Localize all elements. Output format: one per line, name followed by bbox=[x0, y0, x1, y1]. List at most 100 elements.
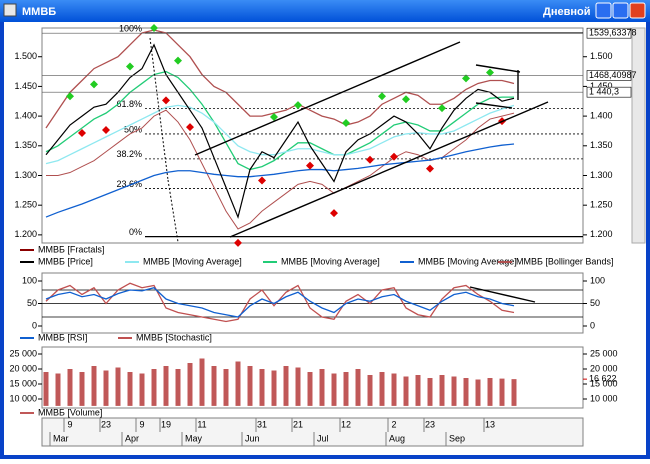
fibonacci-label: 100% bbox=[119, 23, 142, 33]
volume-bar bbox=[271, 370, 277, 406]
volume-bar bbox=[415, 375, 421, 406]
legend-label: ММВБ [Moving Average] bbox=[143, 256, 242, 266]
volume-bar bbox=[367, 375, 373, 406]
month-label: Sep bbox=[449, 433, 465, 443]
volume-bar bbox=[55, 373, 61, 406]
y-tick-label: 1.450 bbox=[14, 81, 37, 91]
volume-bar bbox=[355, 369, 361, 406]
y-tick-label: 1.250 bbox=[14, 200, 37, 210]
fractal-marker bbox=[174, 56, 182, 65]
x-tick-label: 2 bbox=[391, 419, 396, 429]
legend-label: ММВБ [RSI] bbox=[38, 332, 87, 342]
volume-bar bbox=[511, 379, 517, 406]
y-tick-label: 0 bbox=[32, 320, 37, 330]
month-label: Jul bbox=[317, 433, 329, 443]
fractal-marker bbox=[486, 68, 494, 77]
volume-bar bbox=[343, 372, 349, 406]
volume-bar bbox=[379, 372, 385, 406]
volume-bar bbox=[283, 366, 289, 406]
price-tag-label: 16 622 bbox=[589, 374, 617, 384]
legend-label: ММВБ [Moving Average] bbox=[418, 256, 517, 266]
fractal-marker bbox=[66, 92, 74, 101]
y-tick-label: 20 000 bbox=[590, 363, 618, 373]
price-tag bbox=[586, 86, 632, 98]
volume-bar bbox=[463, 378, 469, 406]
legend-label: ММВБ [Price] bbox=[38, 256, 93, 266]
series-line bbox=[45, 143, 515, 218]
legend-label: ММВБ [Volume] bbox=[38, 407, 102, 417]
y-tick-label: 20 000 bbox=[9, 363, 37, 373]
month-label: Mar bbox=[53, 433, 69, 443]
y-tick-label: 100 bbox=[22, 275, 37, 285]
price-tag bbox=[586, 70, 632, 81]
volume-bar bbox=[91, 366, 97, 406]
scrollbar[interactable] bbox=[631, 27, 646, 244]
y-tick-label: 0 bbox=[590, 320, 595, 330]
title-bar bbox=[0, 0, 650, 22]
fractal-marker bbox=[330, 209, 338, 218]
trend-line bbox=[469, 286, 536, 303]
y-tick-label: 1.200 bbox=[14, 229, 37, 239]
volume-bar bbox=[487, 378, 493, 406]
fractal-marker bbox=[438, 104, 446, 113]
y-tick-label: 15 000 bbox=[9, 378, 37, 388]
x-tick-label: 31 bbox=[257, 419, 267, 429]
close-button[interactable] bbox=[629, 2, 646, 19]
fibonacci-label: 38.2% bbox=[116, 149, 142, 159]
volume-bar bbox=[439, 375, 445, 406]
month-label: Aug bbox=[389, 433, 405, 443]
volume-bar bbox=[211, 366, 217, 406]
month-label: Jun bbox=[245, 433, 260, 443]
fractal-marker bbox=[258, 176, 266, 185]
volume-bar bbox=[43, 372, 49, 406]
series-line bbox=[45, 70, 514, 171]
x-tick-label: 23 bbox=[101, 419, 111, 429]
series-line bbox=[45, 104, 515, 165]
volume-bar bbox=[175, 369, 181, 406]
y-tick-label: 50 bbox=[590, 298, 600, 308]
fibonacci-label: 50% bbox=[124, 124, 142, 134]
x-tick-label: 19 bbox=[161, 419, 171, 429]
client-area bbox=[4, 22, 646, 455]
legend-label: ММВБ [Fractals] bbox=[38, 244, 104, 254]
legend-label: ММВБ [Moving Average] bbox=[281, 256, 380, 266]
y-tick-label: 100 bbox=[590, 275, 605, 285]
minimize-button[interactable] bbox=[595, 2, 612, 19]
volume-bar bbox=[79, 372, 85, 406]
y-tick-label: 1.300 bbox=[590, 170, 613, 180]
volume-bar bbox=[139, 373, 145, 406]
maximize-button[interactable] bbox=[612, 2, 629, 19]
fractal-marker bbox=[234, 238, 242, 247]
y-tick-label: 1.200 bbox=[590, 229, 613, 239]
volume-bar bbox=[247, 366, 253, 406]
series-line bbox=[45, 282, 515, 323]
x-tick-label: 9 bbox=[67, 419, 72, 429]
volume-bar bbox=[127, 372, 133, 406]
period-mode[interactable]: Дневной bbox=[543, 6, 591, 18]
volume-bar bbox=[319, 369, 325, 406]
fractal-marker bbox=[150, 23, 158, 32]
fibonacci-label: 23.6% bbox=[116, 179, 142, 189]
y-tick-label: 1.350 bbox=[590, 140, 613, 150]
volume-bar bbox=[187, 363, 193, 406]
fractal-marker bbox=[402, 95, 410, 104]
fibonacci-label: 61.8% bbox=[116, 99, 142, 109]
y-tick-label: 1.350 bbox=[14, 140, 37, 150]
y-tick-label: 10 000 bbox=[9, 393, 37, 403]
window-title: ММВБ bbox=[22, 6, 56, 18]
x-tick-label: 23 bbox=[425, 419, 435, 429]
volume-bar bbox=[67, 369, 73, 406]
month-label: May bbox=[185, 433, 203, 443]
app-icon bbox=[3, 3, 17, 17]
volume-bar bbox=[403, 376, 409, 406]
price-panel bbox=[41, 27, 584, 244]
trend-line bbox=[475, 102, 513, 109]
y-tick-label: 10 000 bbox=[590, 393, 618, 403]
volume-bar bbox=[307, 372, 313, 406]
volume-panel bbox=[41, 346, 584, 409]
fractal-marker bbox=[270, 113, 278, 122]
volume-bar bbox=[427, 378, 433, 406]
volume-bar bbox=[235, 361, 241, 406]
price-tag-label: 1539,63378 bbox=[589, 28, 637, 38]
